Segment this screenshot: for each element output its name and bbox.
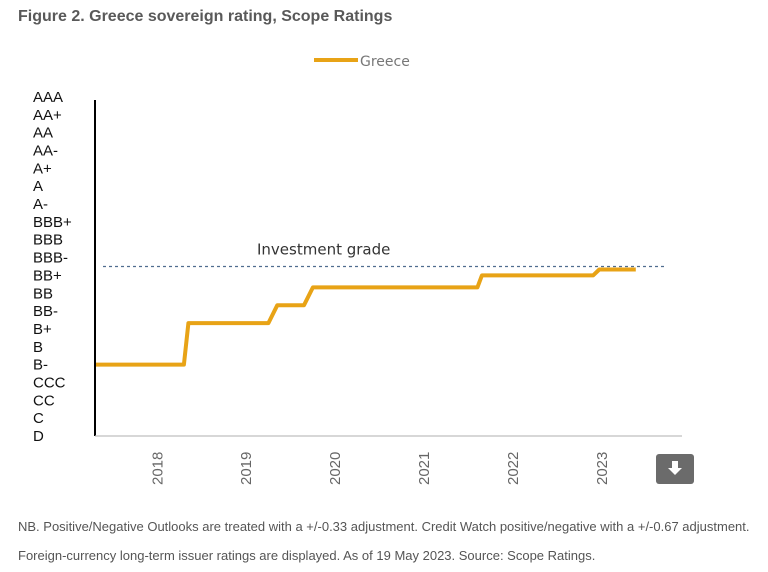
y-tick-label: BBB+ — [33, 214, 72, 231]
y-tick-label: A+ — [33, 160, 52, 177]
series-lines — [95, 267, 636, 367]
y-tick-label: CCC — [33, 374, 66, 391]
x-tick-label: 2019 — [238, 452, 255, 485]
x-tick-label: 2022 — [505, 452, 522, 485]
y-tick-label: B — [33, 339, 43, 356]
x-tick-label: 2023 — [594, 452, 611, 485]
y-tick-label: C — [33, 410, 44, 427]
axes — [94, 100, 682, 437]
y-tick-label: A- — [33, 196, 48, 213]
y-axis-tick-labels: AAAAA+AAAA-A+AA-BBB+BBBBBB-BB+BBBB-B+BB-… — [33, 89, 72, 445]
y-tick-label: CC — [33, 392, 55, 409]
y-tick-label: B+ — [33, 321, 52, 338]
y-tick-label: BBB — [33, 232, 63, 249]
x-tick-label: 2018 — [149, 452, 166, 485]
y-tick-label: BBB- — [33, 250, 68, 267]
x-tick-label: 2021 — [416, 452, 433, 485]
series-line-greece — [95, 267, 636, 367]
y-tick-label: AA- — [33, 143, 58, 160]
download-icon — [668, 461, 682, 475]
investment-grade-label: Investment grade — [257, 241, 390, 259]
y-tick-label: BB+ — [33, 267, 62, 284]
download-button[interactable] — [656, 454, 694, 484]
investment-grade-reference: Investment grade — [103, 241, 664, 268]
legend-label: Greece — [360, 54, 410, 70]
x-axis-tick-labels: 2018 2019 2020 2021 2022 2023 — [149, 452, 611, 485]
y-tick-label: A — [33, 178, 43, 195]
figure-title: Figure 2. Greece sovereign rating, Scope… — [18, 8, 393, 25]
y-tick-label: BB — [33, 285, 53, 302]
y-tick-label: D — [33, 428, 44, 445]
chart-footnote: NB. Positive/Negative Outlooks are treat… — [18, 519, 750, 563]
y-tick-label: AAA — [33, 89, 63, 106]
y-tick-label: AA — [33, 125, 53, 142]
rating-chart: Greece AAAAA+AAAA-A+AA-BBB+BBBBBB-BB+BBB… — [33, 54, 682, 485]
y-tick-label: B- — [33, 357, 48, 374]
y-tick-label: BB- — [33, 303, 58, 320]
y-tick-label: AA+ — [33, 107, 62, 124]
legend: Greece — [314, 54, 410, 70]
x-tick-label: 2020 — [327, 452, 344, 485]
